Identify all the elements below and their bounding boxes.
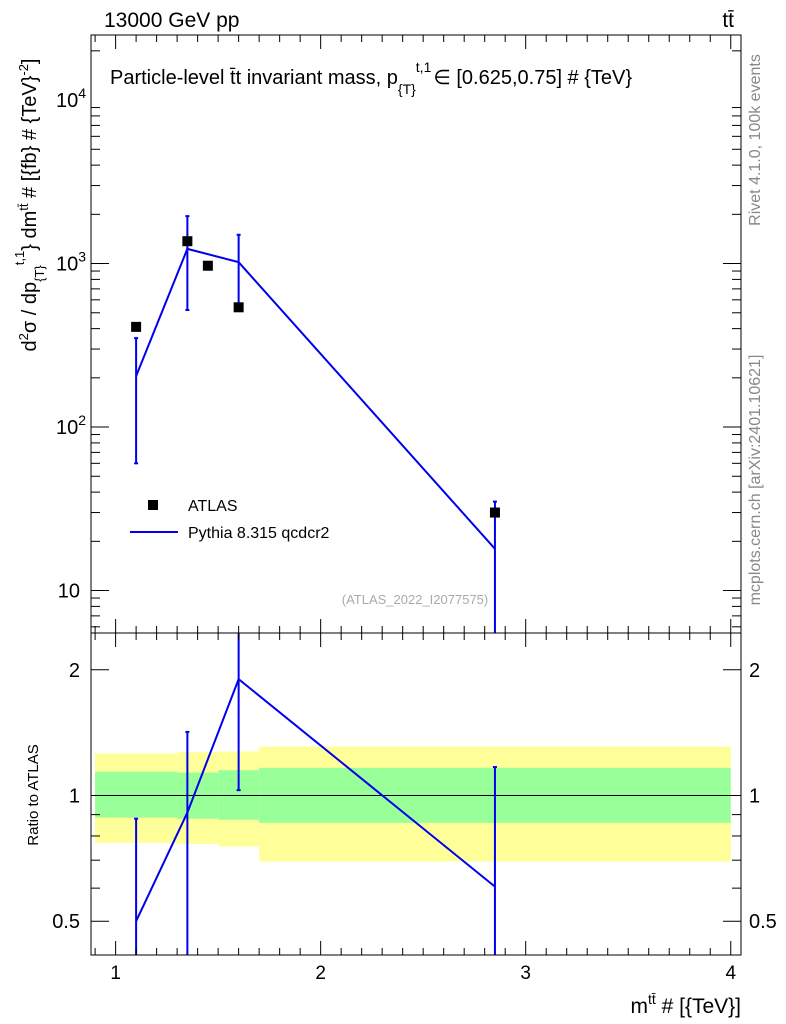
ratio-frame <box>90 632 742 956</box>
ratio-y-tick-label-right-0: 0.5 <box>749 911 777 933</box>
header-process: 13000 GeV pp <box>104 9 239 32</box>
x-tick-label-2: 3 <box>520 963 531 984</box>
x-tick-label-1: 2 <box>315 963 326 984</box>
mcplots-label: mcplots.cern.ch [arXiv:2401.10621] <box>747 355 764 606</box>
ratio-y-tick-label-left-0: 0.5 <box>52 911 80 933</box>
ratio-y-tick-label-left-2: 2 <box>69 660 80 682</box>
header-channel: tt̄ <box>722 9 734 32</box>
data-point-2 <box>202 260 213 271</box>
main-ylabel: d2σ / dp{T}t,1} dmtt̄ # [{fb} # {TeV}-2] <box>12 59 47 352</box>
main-y-tick-label-2: 103 <box>56 249 86 276</box>
mc-series-line <box>135 247 496 550</box>
main-frame <box>90 34 742 634</box>
ratio-ylabel: Ratio to ATLAS <box>25 744 42 845</box>
x-tick-label-3: 4 <box>725 963 736 984</box>
main-panel: 10 102 103 104 <box>56 34 742 634</box>
legend-pythia-label: Pythia 8.315 qcdcr2 <box>188 525 330 542</box>
analysis-watermark: (ATLAS_2022_I2077575) <box>342 592 488 607</box>
main-y-tick-label-3: 104 <box>56 85 86 112</box>
main-y-tick-label-0: 10 <box>58 581 80 603</box>
plot-title: Particle-level t̄t invariant mass, p{T}t… <box>110 59 632 97</box>
ratio-stat-band-0 <box>95 771 178 818</box>
ratio-y-tick-label-left-1: 1 <box>69 786 80 808</box>
data-point-3 <box>233 302 244 313</box>
ratio-y-tick-label-right-2: 2 <box>749 660 760 682</box>
legend: ATLAS Pythia 8.315 qcdcr2 <box>130 498 330 542</box>
ratio-y-tick-label-right-1: 1 <box>749 786 760 808</box>
ratio-panel: 1 2 3 4 0.5 0.5 1 1 2 2 <box>52 632 777 984</box>
x-axis-label: mtt̄ # [{TeV}] <box>630 991 741 1018</box>
data-point-4 <box>489 507 500 518</box>
data-point-0 <box>131 321 142 332</box>
x-tick-label-0: 1 <box>110 963 121 984</box>
main-y-tick-label-1: 102 <box>56 412 86 439</box>
data-point-1 <box>182 236 193 247</box>
legend-atlas-label: ATLAS <box>188 498 238 515</box>
legend-atlas-marker <box>148 500 158 510</box>
rivet-label: Rivet 4.1.0, 100k events <box>747 54 764 226</box>
ratio-series-line <box>135 677 496 922</box>
